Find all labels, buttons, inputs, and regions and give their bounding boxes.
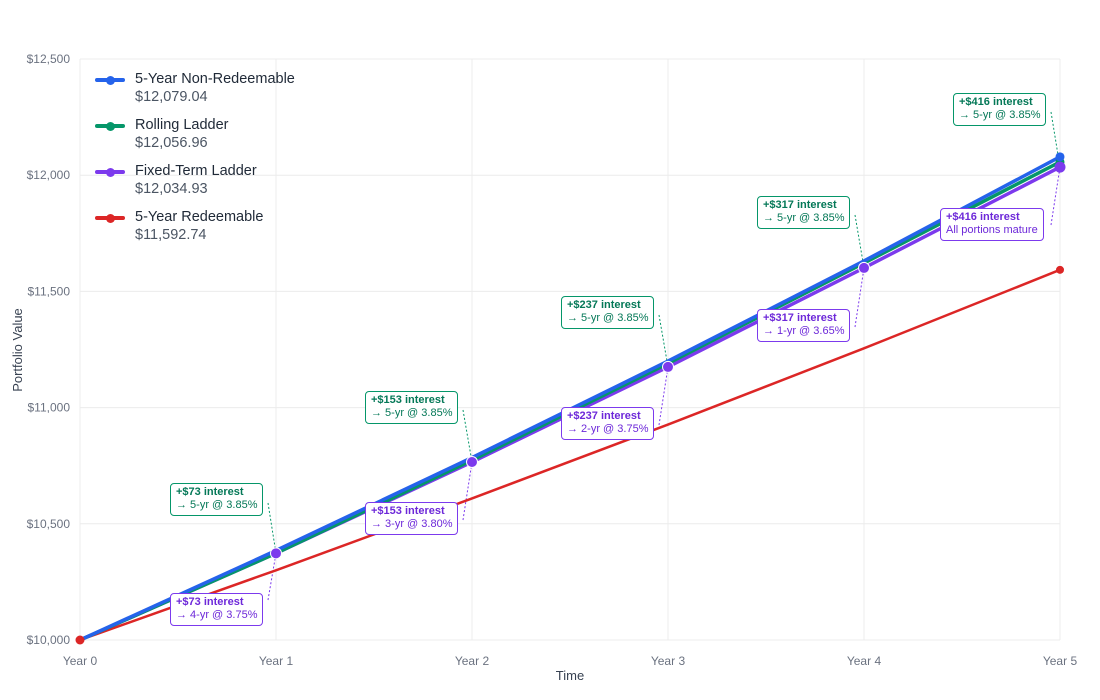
rolling-ladder-annotation: +$317 interest → 5-yr @ 3.85%	[757, 196, 851, 229]
legend-series-name: Fixed-Term Ladder	[135, 163, 257, 179]
data-point-marker[interactable]	[662, 360, 674, 373]
data-point-marker[interactable]	[270, 547, 282, 560]
legend-series-value: $12,056.96	[135, 135, 208, 151]
x-tick-label: Year 0	[63, 654, 98, 668]
annotation-leader-line	[658, 366, 669, 426]
legend-series-value: $11,592.74	[135, 227, 207, 243]
annotation-leader-line	[267, 553, 277, 601]
fixed-term-annotation: +$317 interest → 1-yr @ 3.65%	[757, 309, 851, 342]
x-axis-ticks: Year 0 Year 1 Year 2 Year 3 Year 4 Year 5	[63, 654, 1078, 668]
annotation-interest: +$73 interest	[176, 596, 244, 608]
annotation-interest: +$153 interest	[371, 505, 445, 517]
x-tick-label: Year 5	[1043, 654, 1078, 668]
rolling-ladder-annotation: +$237 interest → 5-yr @ 3.85%	[561, 296, 655, 329]
data-point-marker[interactable]	[75, 635, 85, 645]
annotation-interest: +$237 interest	[567, 410, 641, 422]
legend-item[interactable]: Fixed-Term Ladder $12,034.93	[95, 162, 295, 198]
y-axis-title: Portfolio Value	[10, 308, 25, 392]
series-line[interactable]	[78, 268, 1062, 642]
fixed-term-annotation: +$416 interest All portions mature	[940, 208, 1044, 241]
x-tick-label: Year 4	[847, 654, 882, 668]
fixed-term-annotation: +$73 interest → 4-yr @ 3.75%	[170, 593, 264, 626]
rolling-ladder-annotation: +$416 interest → 5-yr @ 3.85%	[953, 93, 1047, 126]
data-point-marker[interactable]	[466, 455, 478, 468]
annotation-detail: → 1-yr @ 3.65%	[763, 325, 845, 337]
legend-swatch-icon	[95, 121, 125, 131]
annotation-interest: +$416 interest	[959, 96, 1033, 108]
annotation-detail: → 5-yr @ 3.85%	[176, 499, 258, 511]
legend-item[interactable]: Rolling Ladder $12,056.96	[95, 116, 295, 152]
x-tick-label: Year 3	[651, 654, 686, 668]
data-point-marker[interactable]	[1055, 152, 1065, 162]
y-tick-label: $11,500	[28, 284, 71, 298]
legend-series-value: $12,079.04	[135, 89, 208, 105]
annotation-leader-line	[462, 461, 473, 521]
annotation-leader-line	[854, 214, 865, 269]
legend-series-name: 5-Year Redeemable	[135, 209, 264, 225]
data-point-marker[interactable]	[858, 261, 870, 274]
annotation-interest: +$237 interest	[567, 299, 641, 311]
legend-swatch-icon	[95, 167, 125, 177]
legend-series-name: 5-Year Non-Redeemable	[135, 71, 295, 87]
rolling-ladder-annotation: +$73 interest → 5-yr @ 3.85%	[170, 483, 264, 516]
annotation-leader-line	[854, 267, 865, 328]
annotation-detail: → 5-yr @ 3.85%	[763, 212, 845, 224]
annotation-detail: → 5-yr @ 3.85%	[371, 407, 453, 419]
annotation-interest: +$416 interest	[946, 211, 1020, 223]
legend-swatch-icon	[95, 213, 125, 223]
annotation-leader-line	[462, 409, 473, 463]
annotation-leader-line	[658, 314, 669, 368]
data-point-marker[interactable]	[1056, 265, 1064, 274]
y-tick-label: $11,000	[28, 401, 71, 415]
annotation-interest: +$317 interest	[763, 312, 837, 324]
legend-series-value: $12,034.93	[135, 181, 208, 197]
annotation-interest: +$73 interest	[176, 486, 244, 498]
legend-item[interactable]: 5-Year Non-Redeemable $12,079.04	[95, 70, 295, 106]
annotation-detail: → 5-yr @ 3.85%	[959, 109, 1041, 121]
annotation-interest: +$153 interest	[371, 394, 445, 406]
chart-legend: 5-Year Non-Redeemable $12,079.04 Rolling L…	[95, 70, 295, 254]
x-axis-title: Time	[556, 668, 584, 683]
annotation-detail: → 5-yr @ 3.85%	[567, 312, 649, 324]
legend-series-name: Rolling Ladder	[135, 117, 229, 133]
annotation-detail: → 4-yr @ 3.75%	[176, 609, 258, 621]
annotation-interest: +$317 interest	[763, 199, 837, 211]
y-tick-label: $10,500	[27, 517, 71, 531]
fixed-term-annotation: +$153 interest → 3-yr @ 3.80%	[365, 502, 459, 535]
annotation-leader-line	[1050, 111, 1061, 168]
x-tick-label: Year 2	[455, 654, 490, 668]
fixed-term-annotation: +$237 interest → 2-yr @ 3.75%	[561, 407, 655, 440]
y-tick-label: $12,500	[27, 52, 71, 66]
y-tick-label: $10,000	[27, 633, 71, 647]
annotation-leader-line	[267, 502, 277, 554]
legend-item[interactable]: 5-Year Redeemable $11,592.74	[95, 208, 295, 244]
y-tick-label: $12,000	[27, 168, 71, 182]
y-axis-ticks: $10,000 $10,500 $11,000 $11,500 $12,000 $12,5…	[27, 52, 71, 647]
data-point-marker[interactable]	[1054, 161, 1066, 173]
x-tick-label: Year 1	[259, 654, 294, 668]
annotation-leader-lines	[267, 111, 1061, 601]
legend-swatch-icon	[95, 75, 125, 85]
annotation-detail: → 3-yr @ 3.80%	[371, 518, 453, 530]
annotation-detail: All portions mature	[946, 224, 1038, 236]
annotation-detail: → 2-yr @ 3.75%	[567, 423, 649, 435]
annotation-leader-line	[1050, 167, 1061, 226]
rolling-ladder-annotation: +$153 interest → 5-yr @ 3.85%	[365, 391, 459, 424]
